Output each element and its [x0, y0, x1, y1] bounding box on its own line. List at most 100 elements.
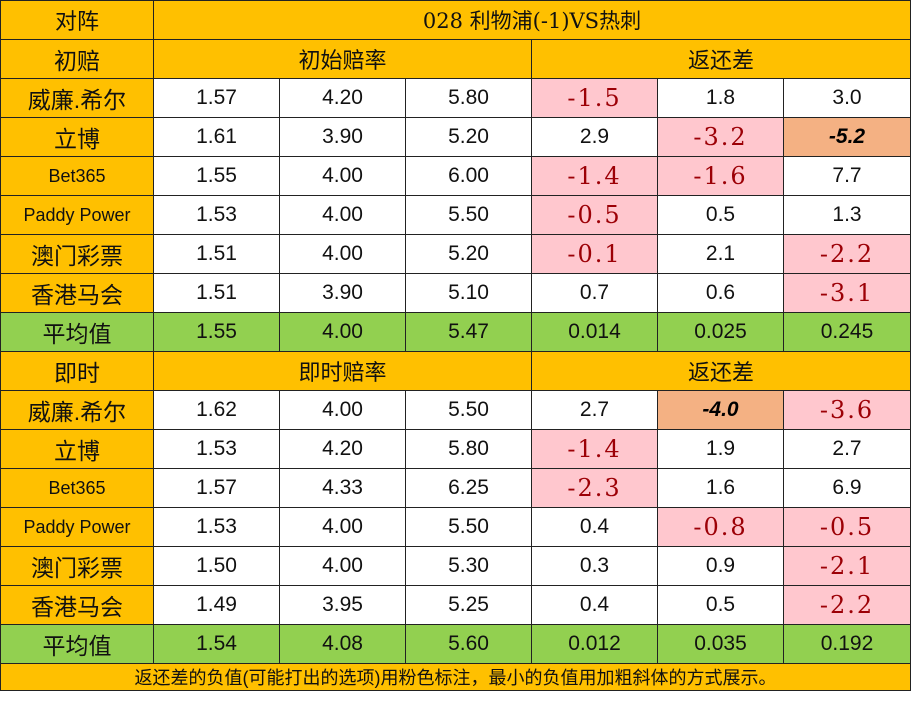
odds-value: 4.00 — [280, 157, 406, 196]
odds-value: 4.00 — [280, 235, 406, 274]
odds-value: 5.50 — [406, 196, 532, 235]
return-diff-value: 6.9 — [784, 469, 911, 508]
footer-note: 返还差的负值(可能打出的选项)用粉色标注，最小的负值用加粗斜体的方式展示。 — [1, 664, 911, 691]
return-diff-value: 0.4 — [532, 586, 658, 625]
odds-value: 1.62 — [154, 391, 280, 430]
company-name: 澳门彩票 — [1, 235, 154, 274]
return-diff-value: -1.4 — [532, 430, 658, 469]
return-diff-value: -1.6 — [658, 157, 784, 196]
return-diff-value: -1.4 — [532, 157, 658, 196]
odds-header: 初始赔率 — [154, 40, 532, 79]
odds-value: 4.33 — [280, 469, 406, 508]
company-name: 香港马会 — [1, 274, 154, 313]
average-diff-value: 0.192 — [784, 625, 911, 664]
return-diff-value: 0.6 — [658, 274, 784, 313]
return-diff-value: 1.9 — [658, 430, 784, 469]
return-diff-value: 0.4 — [532, 508, 658, 547]
odds-value: 1.61 — [154, 118, 280, 157]
return-diff-value: -1.5 — [532, 79, 658, 118]
average-odds-value: 5.47 — [406, 313, 532, 352]
return-diff-header: 返还差 — [532, 352, 911, 391]
corner-label: 对阵 — [1, 1, 154, 40]
average-diff-value: 0.035 — [658, 625, 784, 664]
return-diff-value: -0.8 — [658, 508, 784, 547]
return-diff-value: 1.3 — [784, 196, 911, 235]
odds-value: 1.53 — [154, 508, 280, 547]
average-diff-value: 0.025 — [658, 313, 784, 352]
odds-value: 1.57 — [154, 79, 280, 118]
company-name: 威廉.希尔 — [1, 79, 154, 118]
return-diff-value: -0.5 — [784, 508, 911, 547]
odds-value: 5.50 — [406, 391, 532, 430]
average-diff-value: 0.012 — [532, 625, 658, 664]
odds-value: 3.90 — [280, 118, 406, 157]
odds-value: 1.53 — [154, 430, 280, 469]
odds-value: 4.00 — [280, 547, 406, 586]
company-name: 澳门彩票 — [1, 547, 154, 586]
odds-table: 对阵 028 利物浦(-1)VS热刺 初赔 初始赔率 返还差 威廉.希尔 1.57 4.2… — [0, 0, 911, 691]
odds-value: 1.49 — [154, 586, 280, 625]
company-name: 立博 — [1, 430, 154, 469]
return-diff-value: 0.9 — [658, 547, 784, 586]
return-diff-value: 1.8 — [658, 79, 784, 118]
odds-value: 5.50 — [406, 508, 532, 547]
odds-value: 4.00 — [280, 508, 406, 547]
return-diff-value: -0.1 — [532, 235, 658, 274]
odds-value: 1.51 — [154, 274, 280, 313]
company-name: Bet365 — [1, 469, 154, 508]
company-name: Bet365 — [1, 157, 154, 196]
section-label: 初赔 — [1, 40, 154, 79]
odds-value: 6.25 — [406, 469, 532, 508]
odds-value: 3.95 — [280, 586, 406, 625]
average-odds-value: 1.54 — [154, 625, 280, 664]
return-diff-value: 0.7 — [532, 274, 658, 313]
average-diff-value: 0.014 — [532, 313, 658, 352]
section-label: 即时 — [1, 352, 154, 391]
return-diff-value: 3.0 — [784, 79, 911, 118]
average-odds-value: 1.55 — [154, 313, 280, 352]
company-name: Paddy Power — [1, 196, 154, 235]
company-name: 威廉.希尔 — [1, 391, 154, 430]
match-title: 028 利物浦(-1)VS热刺 — [154, 1, 911, 40]
odds-value: 4.00 — [280, 391, 406, 430]
return-diff-value: 7.7 — [784, 157, 911, 196]
company-name: 立博 — [1, 118, 154, 157]
average-diff-value: 0.245 — [784, 313, 911, 352]
odds-value: 3.90 — [280, 274, 406, 313]
average-odds-value: 4.00 — [280, 313, 406, 352]
odds-value: 5.30 — [406, 547, 532, 586]
return-diff-value: -4.0 — [658, 391, 784, 430]
odds-value: 5.80 — [406, 79, 532, 118]
return-diff-value: 2.7 — [784, 430, 911, 469]
average-label: 平均值 — [1, 313, 154, 352]
return-diff-value: -3.2 — [658, 118, 784, 157]
return-diff-value: 0.3 — [532, 547, 658, 586]
return-diff-value: 2.7 — [532, 391, 658, 430]
odds-value: 1.57 — [154, 469, 280, 508]
company-name: 香港马会 — [1, 586, 154, 625]
odds-value: 1.51 — [154, 235, 280, 274]
return-diff-value: -5.2 — [784, 118, 911, 157]
return-diff-value: 2.9 — [532, 118, 658, 157]
company-name: Paddy Power — [1, 508, 154, 547]
return-diff-value: -2.1 — [784, 547, 911, 586]
odds-value: 5.20 — [406, 235, 532, 274]
return-diff-value: -3.6 — [784, 391, 911, 430]
odds-value: 4.20 — [280, 79, 406, 118]
odds-value: 5.20 — [406, 118, 532, 157]
odds-value: 1.53 — [154, 196, 280, 235]
average-odds-value: 4.08 — [280, 625, 406, 664]
odds-value: 4.00 — [280, 196, 406, 235]
odds-value: 5.80 — [406, 430, 532, 469]
odds-value: 1.55 — [154, 157, 280, 196]
return-diff-value: 0.5 — [658, 196, 784, 235]
odds-value: 4.20 — [280, 430, 406, 469]
odds-value: 5.10 — [406, 274, 532, 313]
odds-value: 1.50 — [154, 547, 280, 586]
odds-header: 即时赔率 — [154, 352, 532, 391]
average-odds-value: 5.60 — [406, 625, 532, 664]
return-diff-value: 2.1 — [658, 235, 784, 274]
return-diff-value: 1.6 — [658, 469, 784, 508]
return-diff-value: -2.2 — [784, 586, 911, 625]
average-label: 平均值 — [1, 625, 154, 664]
